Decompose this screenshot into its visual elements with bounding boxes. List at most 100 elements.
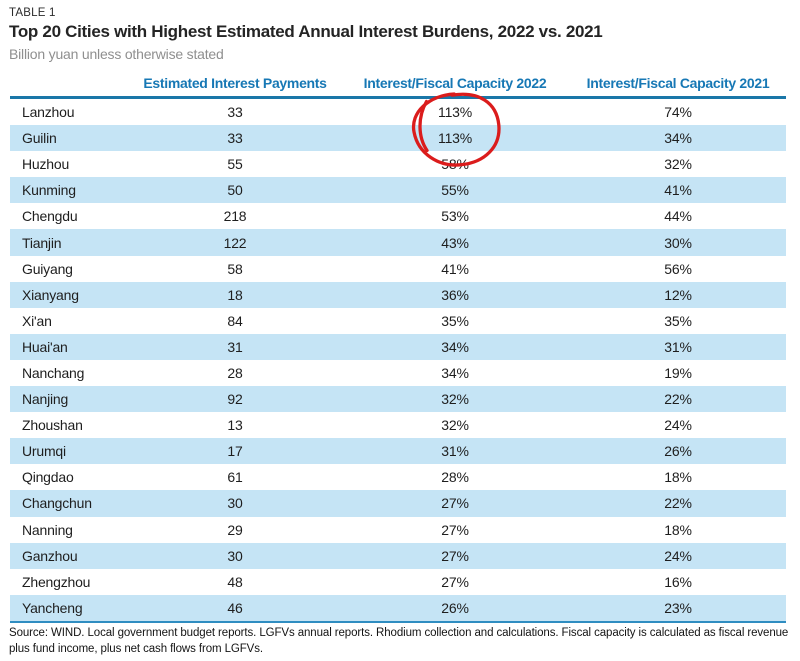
value-cell: 32% xyxy=(664,156,692,173)
city-cell: Huai'an xyxy=(22,338,68,355)
value-cell: 22% xyxy=(664,495,692,512)
value-cell: 16% xyxy=(664,573,692,590)
value-cell: 28 xyxy=(227,364,243,381)
table-row: Huzhou 55 58% 32% xyxy=(10,151,786,177)
table-row: Zhengzhou 48 27% 16% xyxy=(10,569,786,595)
city-cell: Ganzhou xyxy=(22,547,78,564)
value-cell: 23% xyxy=(664,599,692,616)
city-cell: Yancheng xyxy=(22,599,83,616)
value-cell: 84 xyxy=(227,312,243,329)
city-cell: Qingdao xyxy=(22,469,74,486)
value-cell: 27% xyxy=(441,547,469,564)
value-cell: 55% xyxy=(441,182,469,199)
table-row: Huai'an 31 34% 31% xyxy=(10,333,786,360)
value-cell: 48 xyxy=(227,573,243,590)
value-cell: 34% xyxy=(664,130,692,147)
table-row: Xi'an 84 35% 35% xyxy=(10,308,786,334)
value-cell: 58% xyxy=(441,156,469,173)
column-header-fiscal-2022: Interest/Fiscal Capacity 2022 xyxy=(363,75,547,91)
value-cell: 19% xyxy=(664,364,692,381)
city-cell: Nanning xyxy=(22,521,73,538)
table-body: Lanzhou 33 113% 74% Guilin 33 113% 34% Huzhou 55 5… xyxy=(10,99,786,623)
value-cell: 61 xyxy=(227,469,243,486)
table-row: Ganzhou 30 27% 24% xyxy=(10,542,786,569)
table-row: Xianyang 18 36% 12% xyxy=(10,281,786,308)
table-row: Nanjing 92 32% 22% xyxy=(10,386,786,413)
table-row: Nanchang 28 34% 19% xyxy=(10,360,786,386)
value-cell: 33 xyxy=(227,130,243,147)
value-cell: 31% xyxy=(441,443,469,460)
value-cell: 18% xyxy=(664,521,692,538)
value-cell: 18% xyxy=(664,469,692,486)
city-cell: Nanchang xyxy=(22,364,85,381)
value-cell: 55 xyxy=(227,156,243,173)
value-cell: 28% xyxy=(441,469,469,486)
value-cell: 50 xyxy=(227,182,243,199)
value-cell: 41% xyxy=(441,260,469,277)
value-cell: 18 xyxy=(227,286,243,303)
value-cell: 30 xyxy=(227,495,243,512)
value-cell: 122 xyxy=(223,234,247,251)
city-cell: Zhoushan xyxy=(22,417,83,434)
table-label: TABLE 1 xyxy=(9,7,56,19)
value-cell: 31% xyxy=(664,338,692,355)
value-cell: 92 xyxy=(227,391,243,408)
city-cell: Nanjing xyxy=(22,391,69,408)
value-cell: 31 xyxy=(227,338,243,355)
value-cell: 12% xyxy=(664,286,692,303)
value-cell: 32% xyxy=(441,417,469,434)
table-row: Zhoushan 13 32% 24% xyxy=(10,412,786,438)
source-note: Source: WIND. Local government budget re… xyxy=(9,627,789,655)
value-cell: 29 xyxy=(227,521,243,538)
column-header-fiscal-2021: Interest/Fiscal Capacity 2021 xyxy=(586,75,770,91)
table-row: Nanning 29 27% 18% xyxy=(10,517,786,543)
value-cell: 58 xyxy=(227,260,243,277)
value-cell: 36% xyxy=(441,286,469,303)
value-cell: 30 xyxy=(227,547,243,564)
value-cell: 34% xyxy=(441,364,469,381)
table-row: Guilin 33 113% 34% xyxy=(10,125,786,152)
table-row: Kunming 50 55% 41% xyxy=(10,177,786,204)
table-row: Urumqi 17 31% 26% xyxy=(10,438,786,465)
table-row: Tianjin 122 43% 30% xyxy=(10,229,786,256)
value-cell: 27% xyxy=(441,573,469,590)
city-cell: Zhengzhou xyxy=(22,573,91,590)
value-cell: 27% xyxy=(441,521,469,538)
value-cell: 56% xyxy=(664,260,692,277)
table-row: Changchun 30 27% 22% xyxy=(10,490,786,517)
value-cell: 30% xyxy=(664,234,692,251)
table-row: Guiyang 58 41% 56% xyxy=(10,256,786,282)
table-row: Chengdu 218 53% 44% xyxy=(10,203,786,229)
value-cell: 33 xyxy=(227,104,243,121)
value-cell: 32% xyxy=(441,391,469,408)
page-title: Top 20 Cities with Highest Estimated Ann… xyxy=(9,22,603,41)
city-cell: Lanzhou xyxy=(22,104,75,121)
value-cell: 74% xyxy=(664,104,692,121)
value-cell: 35% xyxy=(441,312,469,329)
value-cell: 43% xyxy=(441,234,469,251)
table-row: Yancheng 46 26% 23% xyxy=(10,594,786,621)
value-cell: 17 xyxy=(227,443,243,460)
column-header-interest-payments: Estimated Interest Payments xyxy=(143,75,327,91)
table-row: Qingdao 61 28% 18% xyxy=(10,464,786,490)
table-header-row: Estimated Interest Payments Interest/Fis… xyxy=(10,72,786,94)
value-cell: 113% xyxy=(438,104,472,121)
city-cell: Kunming xyxy=(22,182,76,199)
value-cell: 22% xyxy=(664,391,692,408)
table-top-rule xyxy=(10,96,786,99)
value-cell: 34% xyxy=(441,338,469,355)
subtitle: Billion yuan unless otherwise stated xyxy=(9,46,224,62)
value-cell: 24% xyxy=(664,417,692,434)
city-cell: Tianjin xyxy=(22,234,62,251)
value-cell: 113% xyxy=(438,130,472,147)
value-cell: 24% xyxy=(664,547,692,564)
value-cell: 13 xyxy=(227,417,243,434)
value-cell: 27% xyxy=(441,495,469,512)
value-cell: 26% xyxy=(441,599,469,616)
value-cell: 44% xyxy=(664,208,692,225)
city-cell: Huzhou xyxy=(22,156,70,173)
value-cell: 35% xyxy=(664,312,692,329)
value-cell: 41% xyxy=(664,182,692,199)
city-cell: Chengdu xyxy=(22,208,78,225)
value-cell: 46 xyxy=(227,599,243,616)
